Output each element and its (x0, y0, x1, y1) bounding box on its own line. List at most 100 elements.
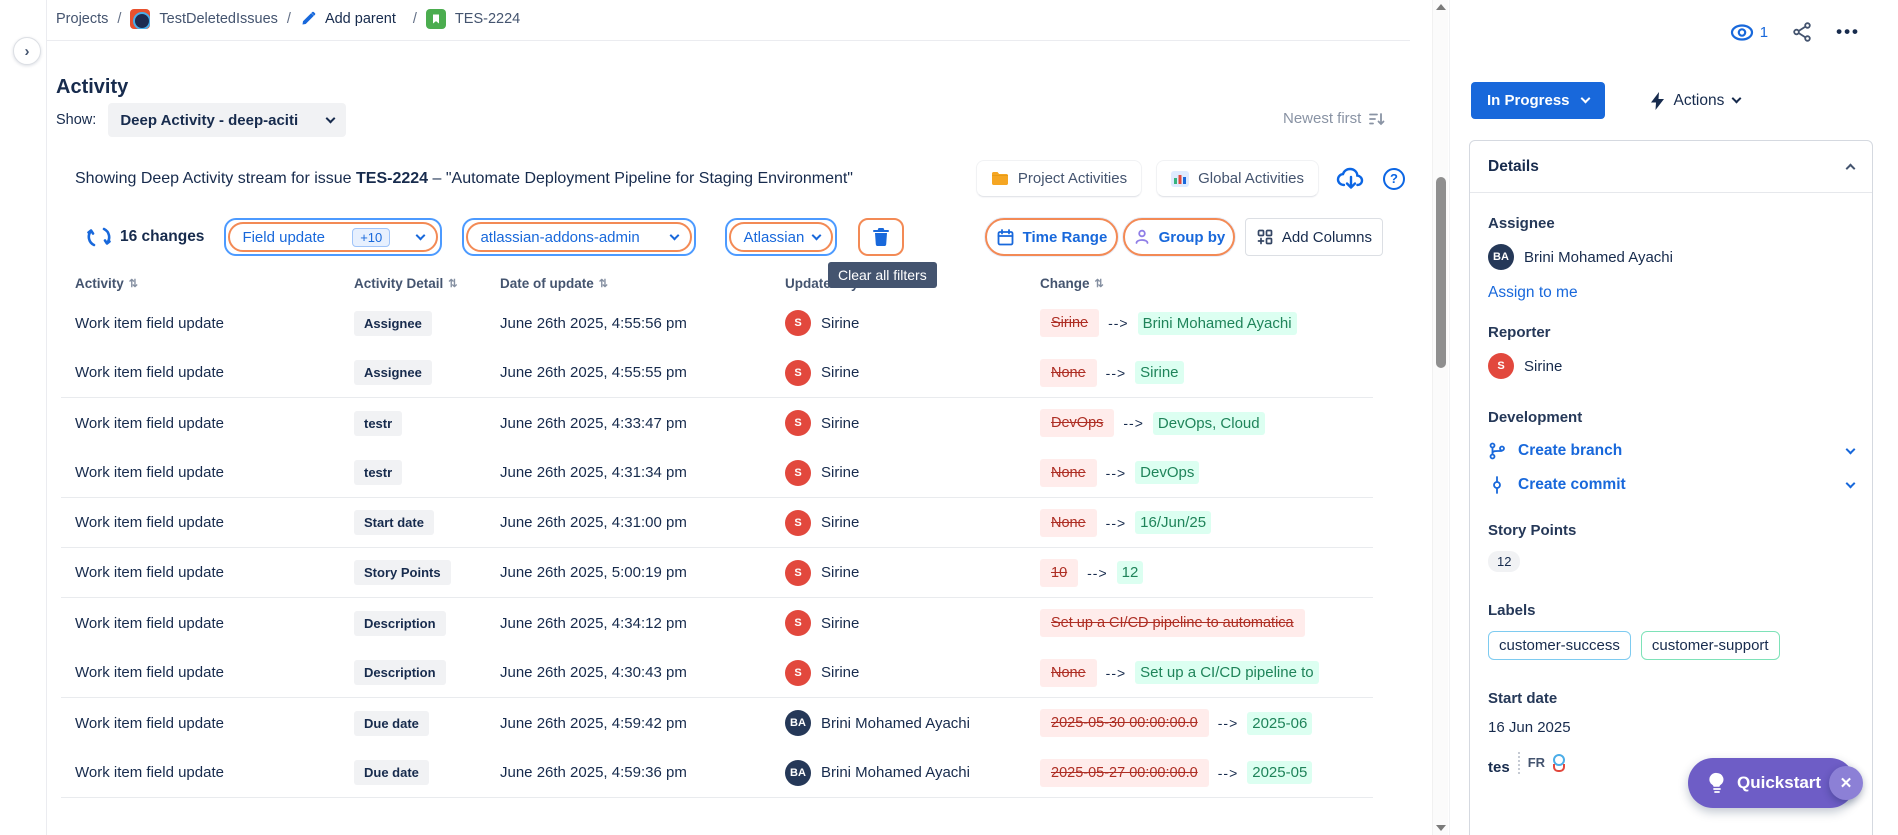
user-filter-dropdown[interactable]: atlassian-addons-admin (462, 218, 697, 256)
activity-section-title: Activity (56, 76, 129, 98)
create-commit-button[interactable]: Create commit (1488, 476, 1856, 494)
user-avatar: S (785, 410, 811, 436)
breadcrumb-issue-key[interactable]: TES-2224 (454, 11, 521, 27)
chevron-up-icon (1845, 163, 1856, 174)
table-row[interactable]: Work item field update Story Points June… (61, 548, 1373, 598)
add-columns-button[interactable]: Add Columns (1245, 218, 1384, 256)
scrollbar-thumb[interactable] (1436, 177, 1446, 368)
filter-toolbar: 16 changes Field update +10 atlassian-ad… (87, 216, 1384, 258)
label-chip[interactable]: customer-success (1488, 631, 1631, 660)
column-header[interactable]: Activity ⇅ (61, 276, 354, 291)
breadcrumb-project-link[interactable]: TestDeletedIssues (159, 11, 278, 27)
watchers-button[interactable]: 1 (1730, 24, 1768, 41)
assign-to-me-link[interactable]: Assign to me (1488, 284, 1578, 301)
quickstart-label: Quickstart (1737, 773, 1822, 792)
field-filter-dropdown[interactable]: Field update +10 (224, 218, 443, 256)
project-activities-button[interactable]: Project Activities (975, 160, 1143, 197)
table-row[interactable]: Work item field update testr June 26th 2… (61, 448, 1373, 498)
assignee-value[interactable]: BA Brini Mohamed Ayachi (1488, 244, 1854, 270)
table-row[interactable]: Work item field update Assignee June 26t… (61, 348, 1373, 398)
table-row[interactable]: Work item field update Due date June 26t… (61, 698, 1373, 748)
vertical-scrollbar[interactable] (1432, 0, 1448, 835)
quickstart-widget: Quickstart ✕ (1688, 758, 1864, 808)
change-arrow: --> (1105, 364, 1127, 381)
sort-order-button[interactable]: Newest first (1283, 110, 1385, 127)
expand-panel-button[interactable]: › (13, 37, 41, 65)
clear-filters-tooltip: Clear all filters (828, 262, 937, 288)
lightning-bolt-icon (1650, 91, 1664, 110)
change-arrow: --> (1087, 564, 1108, 581)
partial-field-text: tes (1488, 759, 1510, 774)
quickstart-button[interactable]: Quickstart (1688, 758, 1856, 808)
column-header[interactable]: Change ⇅ (1040, 276, 1373, 291)
scroll-down-arrow[interactable] (1436, 825, 1446, 831)
old-value: None (1040, 508, 1097, 537)
clear-filters-button[interactable] (858, 218, 905, 256)
activity-cell: Work item field update (75, 414, 224, 432)
table-row[interactable]: Work item field update Description June … (61, 648, 1373, 698)
language-label: FR (1527, 755, 1546, 770)
activity-view-dropdown[interactable]: Deep Activity - deep-aciti (108, 103, 347, 137)
field-filter-more-badge: +10 (352, 227, 391, 247)
change-arrow: --> (1105, 464, 1127, 481)
column-header[interactable]: Activity Detail ⇅ (354, 276, 500, 291)
export-cloud-button[interactable] (1333, 163, 1369, 195)
sort-icon[interactable]: ⇅ (1094, 277, 1104, 290)
project-activities-label: Project Activities (1017, 170, 1128, 187)
sort-icon[interactable]: ⇅ (128, 277, 138, 290)
change-arrow: --> (1105, 664, 1127, 681)
old-value: None (1040, 458, 1097, 487)
add-columns-label: Add Columns (1281, 228, 1372, 246)
table-row[interactable]: Work item field update testr June 26th 2… (61, 398, 1373, 448)
date-cell: June 26th 2025, 4:55:55 pm (500, 364, 687, 381)
new-value: Sirine (1135, 361, 1184, 384)
table-row[interactable]: Work item field update Assignee June 26t… (61, 298, 1373, 348)
help-button[interactable]: ? (1383, 167, 1405, 190)
chevron-down-icon (1845, 444, 1856, 454)
table-row[interactable]: Work item field update Due date June 26t… (61, 748, 1373, 798)
group-by-button[interactable]: Group by (1123, 218, 1236, 256)
status-dropdown[interactable]: In Progress (1471, 82, 1605, 119)
breadcrumb-separator: / (412, 11, 417, 27)
sort-icon[interactable]: ⇅ (598, 277, 608, 290)
breadcrumb-separator: / (286, 11, 291, 27)
date-cell: June 26th 2025, 4:30:43 pm (500, 664, 687, 681)
story-points-value[interactable]: 12 (1488, 551, 1521, 572)
table-row[interactable]: Work item field update Description June … (61, 598, 1373, 648)
user-avatar: S (785, 310, 811, 336)
labels-label: Labels (1488, 602, 1536, 619)
breadcrumb-projects-link[interactable]: Projects (56, 11, 109, 27)
sort-icon[interactable]: ⇅ (448, 277, 458, 290)
label-chip[interactable]: customer-support (1640, 631, 1780, 660)
column-header[interactable]: Date of update ⇅ (500, 276, 785, 291)
global-activities-label: Global Activities (1198, 170, 1304, 187)
new-value: Set up a CI/CD pipeline to (1135, 661, 1319, 684)
labels-list: customer-success customer-support (1488, 631, 1854, 660)
chevron-down-icon (811, 230, 822, 240)
activity-cell: Work item field update (75, 764, 224, 781)
breadcrumb-add-parent[interactable]: Add parent (324, 11, 396, 27)
details-panel-header[interactable]: Details (1470, 141, 1872, 193)
user-name: Brini Mohamed Ayachi (821, 764, 970, 781)
pencil-icon (300, 11, 316, 27)
date-cell: June 26th 2025, 4:59:36 pm (500, 764, 687, 781)
trash-icon (873, 228, 890, 247)
start-date-value[interactable]: 16 Jun 2025 (1488, 719, 1571, 736)
global-activities-button[interactable]: Global Activities (1156, 160, 1319, 197)
app-filter-dropdown[interactable]: Atlassian (725, 218, 838, 256)
create-branch-button[interactable]: Create branch (1488, 442, 1856, 460)
project-avatar-icon (130, 9, 151, 29)
more-actions-button[interactable]: ••• (1836, 22, 1860, 41)
activity-cell: Work item field update (75, 664, 224, 681)
date-cell: June 26th 2025, 4:59:42 pm (500, 714, 687, 732)
scroll-up-arrow[interactable] (1436, 4, 1446, 10)
table-row[interactable]: Work item field update Start date June 2… (61, 498, 1373, 548)
user-avatar: S (785, 559, 811, 586)
reporter-value[interactable]: S Sirine (1488, 353, 1854, 379)
actions-dropdown[interactable]: Actions (1650, 91, 1742, 110)
quickstart-close-button[interactable]: ✕ (1829, 766, 1864, 800)
share-button[interactable] (1792, 22, 1812, 42)
activity-detail-badge: Story Points (354, 560, 451, 585)
time-range-button[interactable]: Time Range (985, 218, 1119, 256)
left-panel-divider (46, 0, 47, 835)
